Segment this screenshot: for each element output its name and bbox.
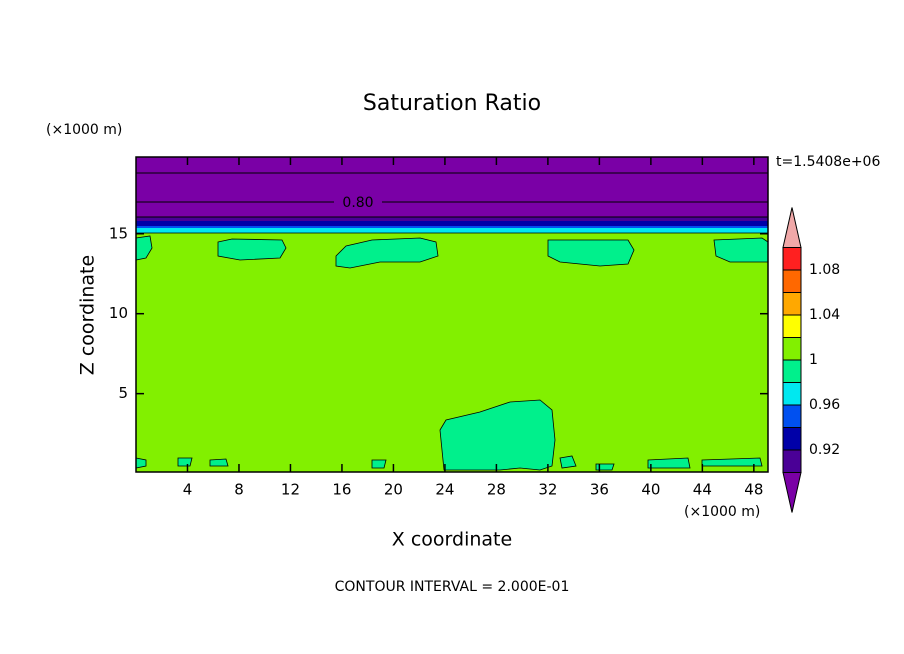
chart-title: Saturation Ratio (363, 91, 541, 116)
y-tick-label: 10 (109, 304, 128, 322)
region (647, 457, 691, 469)
region (136, 221, 768, 227)
region (136, 228, 768, 234)
x-tick-label: 36 (590, 481, 609, 499)
region (136, 217, 768, 222)
colorbar-box (782, 382, 802, 406)
x-axis-label: X coordinate (392, 529, 512, 551)
region (713, 237, 769, 263)
region (547, 239, 635, 267)
region (371, 459, 387, 469)
region (209, 458, 229, 467)
overlay: 4 8 12 16 20 24 28 32 36 40 44 48510150.920.9611.04… (109, 156, 840, 513)
plot-frame (135, 156, 769, 473)
y-tick-label: 15 (109, 224, 128, 242)
x-tick-label: 40 (641, 481, 660, 499)
region (335, 237, 439, 269)
region (135, 457, 147, 469)
colorbar-box (782, 292, 802, 316)
contour-field: 0.80 (135, 157, 769, 472)
x-tick-label: 20 (384, 481, 403, 499)
colorbar-tick-label: 1.04 (809, 307, 840, 323)
contour-label: 0.80 (342, 195, 373, 211)
x-tick-label: 8 (234, 481, 244, 499)
region (559, 455, 577, 469)
region (136, 226, 768, 229)
x-unit: (×1000 m) (684, 504, 760, 520)
colorbar-under (782, 472, 802, 513)
colorbar-box (782, 247, 802, 271)
colorbar-tick-label: 1 (809, 352, 818, 368)
colorbar-box (782, 269, 802, 293)
region (439, 399, 556, 471)
colorbar-box (782, 404, 802, 428)
x-tick-label: 48 (744, 481, 763, 499)
colorbar-box (782, 314, 802, 338)
footer-note: CONTOUR INTERVAL = 2.000E-01 (335, 579, 570, 595)
y-axis-label: Z coordinate (77, 255, 99, 375)
x-tick-label: 32 (538, 481, 557, 499)
y-tick-label: 5 (118, 384, 128, 402)
region (217, 238, 287, 261)
colorbar-box (782, 449, 802, 473)
colorbar-box (782, 359, 802, 383)
x-tick-label: 16 (332, 481, 351, 499)
time-label: t=1.5408e+06 (776, 154, 880, 170)
region-under (136, 157, 768, 219)
colorbar-tick-label: 0.92 (809, 442, 840, 458)
y-unit: (×1000 m) (46, 122, 122, 138)
x-tick-label: 44 (693, 481, 712, 499)
x-tick-label: 28 (487, 481, 506, 499)
colorbar-box (782, 337, 802, 361)
colorbar-tick-label: 1.08 (809, 262, 840, 278)
region (595, 463, 615, 471)
contour-label-bg (334, 195, 382, 210)
colorbar-over (782, 207, 802, 248)
x-tick-label: 24 (435, 481, 454, 499)
region (177, 457, 193, 467)
x-tick-label: 12 (281, 481, 300, 499)
colorbar-tick-label: 0.96 (809, 397, 840, 413)
x-tick-label: 4 (183, 481, 193, 499)
colorbar-box (782, 427, 802, 451)
